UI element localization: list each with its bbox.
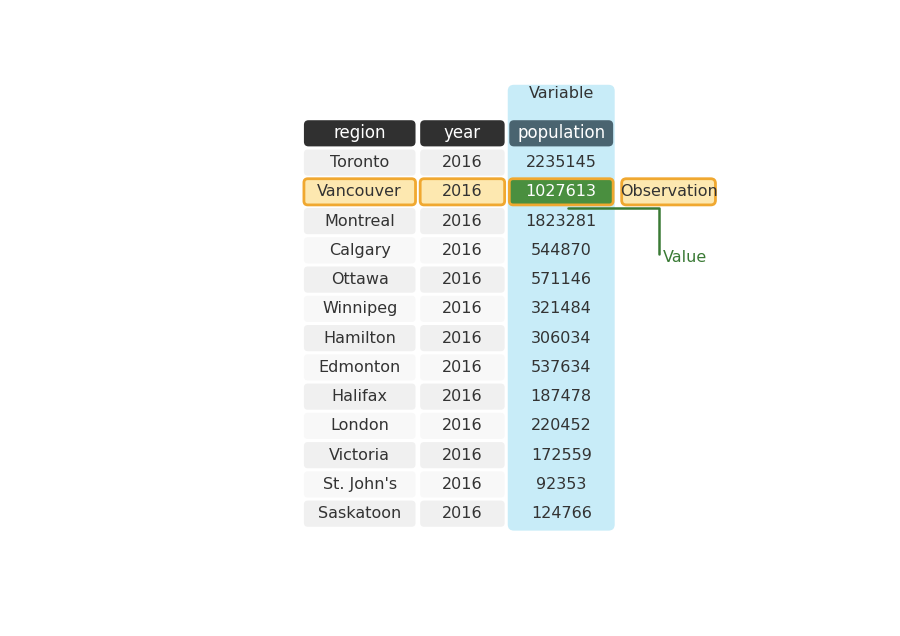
- FancyBboxPatch shape: [304, 208, 416, 234]
- Text: 2016: 2016: [442, 477, 482, 492]
- Text: 321484: 321484: [531, 301, 591, 316]
- FancyBboxPatch shape: [509, 208, 613, 234]
- Text: 124766: 124766: [531, 506, 591, 521]
- Text: 537634: 537634: [531, 360, 591, 375]
- Text: population: population: [518, 124, 606, 142]
- Text: Value: Value: [662, 250, 707, 265]
- FancyBboxPatch shape: [304, 384, 416, 410]
- FancyBboxPatch shape: [420, 120, 505, 146]
- FancyBboxPatch shape: [509, 354, 613, 380]
- Text: 571146: 571146: [531, 272, 591, 287]
- FancyBboxPatch shape: [420, 413, 505, 439]
- FancyBboxPatch shape: [304, 237, 416, 263]
- FancyBboxPatch shape: [304, 501, 416, 527]
- Text: Halifax: Halifax: [332, 389, 388, 404]
- FancyBboxPatch shape: [509, 442, 613, 468]
- Text: 2016: 2016: [442, 214, 482, 228]
- Text: 187478: 187478: [531, 389, 592, 404]
- FancyBboxPatch shape: [420, 384, 505, 410]
- Text: 2235145: 2235145: [526, 155, 597, 170]
- FancyBboxPatch shape: [304, 266, 416, 293]
- Text: 2016: 2016: [442, 506, 482, 521]
- FancyBboxPatch shape: [509, 237, 613, 263]
- Text: Hamilton: Hamilton: [323, 331, 396, 345]
- Text: year: year: [444, 124, 481, 142]
- Text: Observation: Observation: [620, 184, 717, 199]
- Text: 92353: 92353: [536, 477, 587, 492]
- FancyBboxPatch shape: [304, 149, 416, 176]
- FancyBboxPatch shape: [420, 442, 505, 468]
- Text: London: London: [330, 418, 389, 433]
- Text: 2016: 2016: [442, 301, 482, 316]
- FancyBboxPatch shape: [304, 179, 416, 205]
- Text: region: region: [334, 124, 386, 142]
- FancyBboxPatch shape: [509, 501, 613, 527]
- FancyBboxPatch shape: [509, 325, 613, 351]
- FancyBboxPatch shape: [420, 149, 505, 176]
- FancyBboxPatch shape: [420, 237, 505, 263]
- FancyBboxPatch shape: [304, 413, 416, 439]
- FancyBboxPatch shape: [509, 120, 613, 146]
- Text: Saskatoon: Saskatoon: [318, 506, 401, 521]
- FancyBboxPatch shape: [509, 179, 613, 205]
- FancyBboxPatch shape: [420, 179, 505, 205]
- Text: 306034: 306034: [531, 331, 591, 345]
- FancyBboxPatch shape: [622, 179, 716, 205]
- Text: Winnipeg: Winnipeg: [322, 301, 398, 316]
- FancyBboxPatch shape: [509, 384, 613, 410]
- Text: 2016: 2016: [442, 184, 482, 199]
- FancyBboxPatch shape: [509, 413, 613, 439]
- Text: 2016: 2016: [442, 272, 482, 287]
- Text: Calgary: Calgary: [328, 243, 391, 258]
- FancyBboxPatch shape: [304, 325, 416, 351]
- Text: Montreal: Montreal: [324, 214, 395, 228]
- FancyBboxPatch shape: [420, 325, 505, 351]
- Text: 2016: 2016: [442, 448, 482, 462]
- FancyBboxPatch shape: [509, 296, 613, 322]
- Text: Toronto: Toronto: [330, 155, 390, 170]
- Text: 2016: 2016: [442, 360, 482, 375]
- Text: 220452: 220452: [531, 418, 591, 433]
- Text: Edmonton: Edmonton: [319, 360, 400, 375]
- Text: 2016: 2016: [442, 418, 482, 433]
- FancyBboxPatch shape: [420, 354, 505, 380]
- Text: 2016: 2016: [442, 155, 482, 170]
- FancyBboxPatch shape: [304, 296, 416, 322]
- FancyBboxPatch shape: [304, 442, 416, 468]
- FancyBboxPatch shape: [304, 354, 416, 380]
- FancyBboxPatch shape: [420, 208, 505, 234]
- FancyBboxPatch shape: [420, 501, 505, 527]
- FancyBboxPatch shape: [420, 266, 505, 293]
- Text: 544870: 544870: [531, 243, 591, 258]
- FancyBboxPatch shape: [509, 149, 613, 176]
- FancyBboxPatch shape: [508, 85, 615, 530]
- FancyBboxPatch shape: [509, 471, 613, 497]
- Text: 1823281: 1823281: [526, 214, 597, 228]
- FancyBboxPatch shape: [420, 471, 505, 497]
- Text: Victoria: Victoria: [329, 448, 391, 462]
- Text: Vancouver: Vancouver: [318, 184, 402, 199]
- Text: 2016: 2016: [442, 389, 482, 404]
- FancyBboxPatch shape: [509, 266, 613, 293]
- FancyBboxPatch shape: [304, 471, 416, 497]
- Text: 2016: 2016: [442, 243, 482, 258]
- FancyBboxPatch shape: [420, 296, 505, 322]
- Text: St. John's: St. John's: [323, 477, 397, 492]
- Text: Ottawa: Ottawa: [331, 272, 389, 287]
- FancyBboxPatch shape: [304, 120, 416, 146]
- Text: 1027613: 1027613: [526, 184, 597, 199]
- Text: Variable: Variable: [528, 86, 594, 100]
- Text: 2016: 2016: [442, 331, 482, 345]
- Text: 172559: 172559: [531, 448, 591, 462]
